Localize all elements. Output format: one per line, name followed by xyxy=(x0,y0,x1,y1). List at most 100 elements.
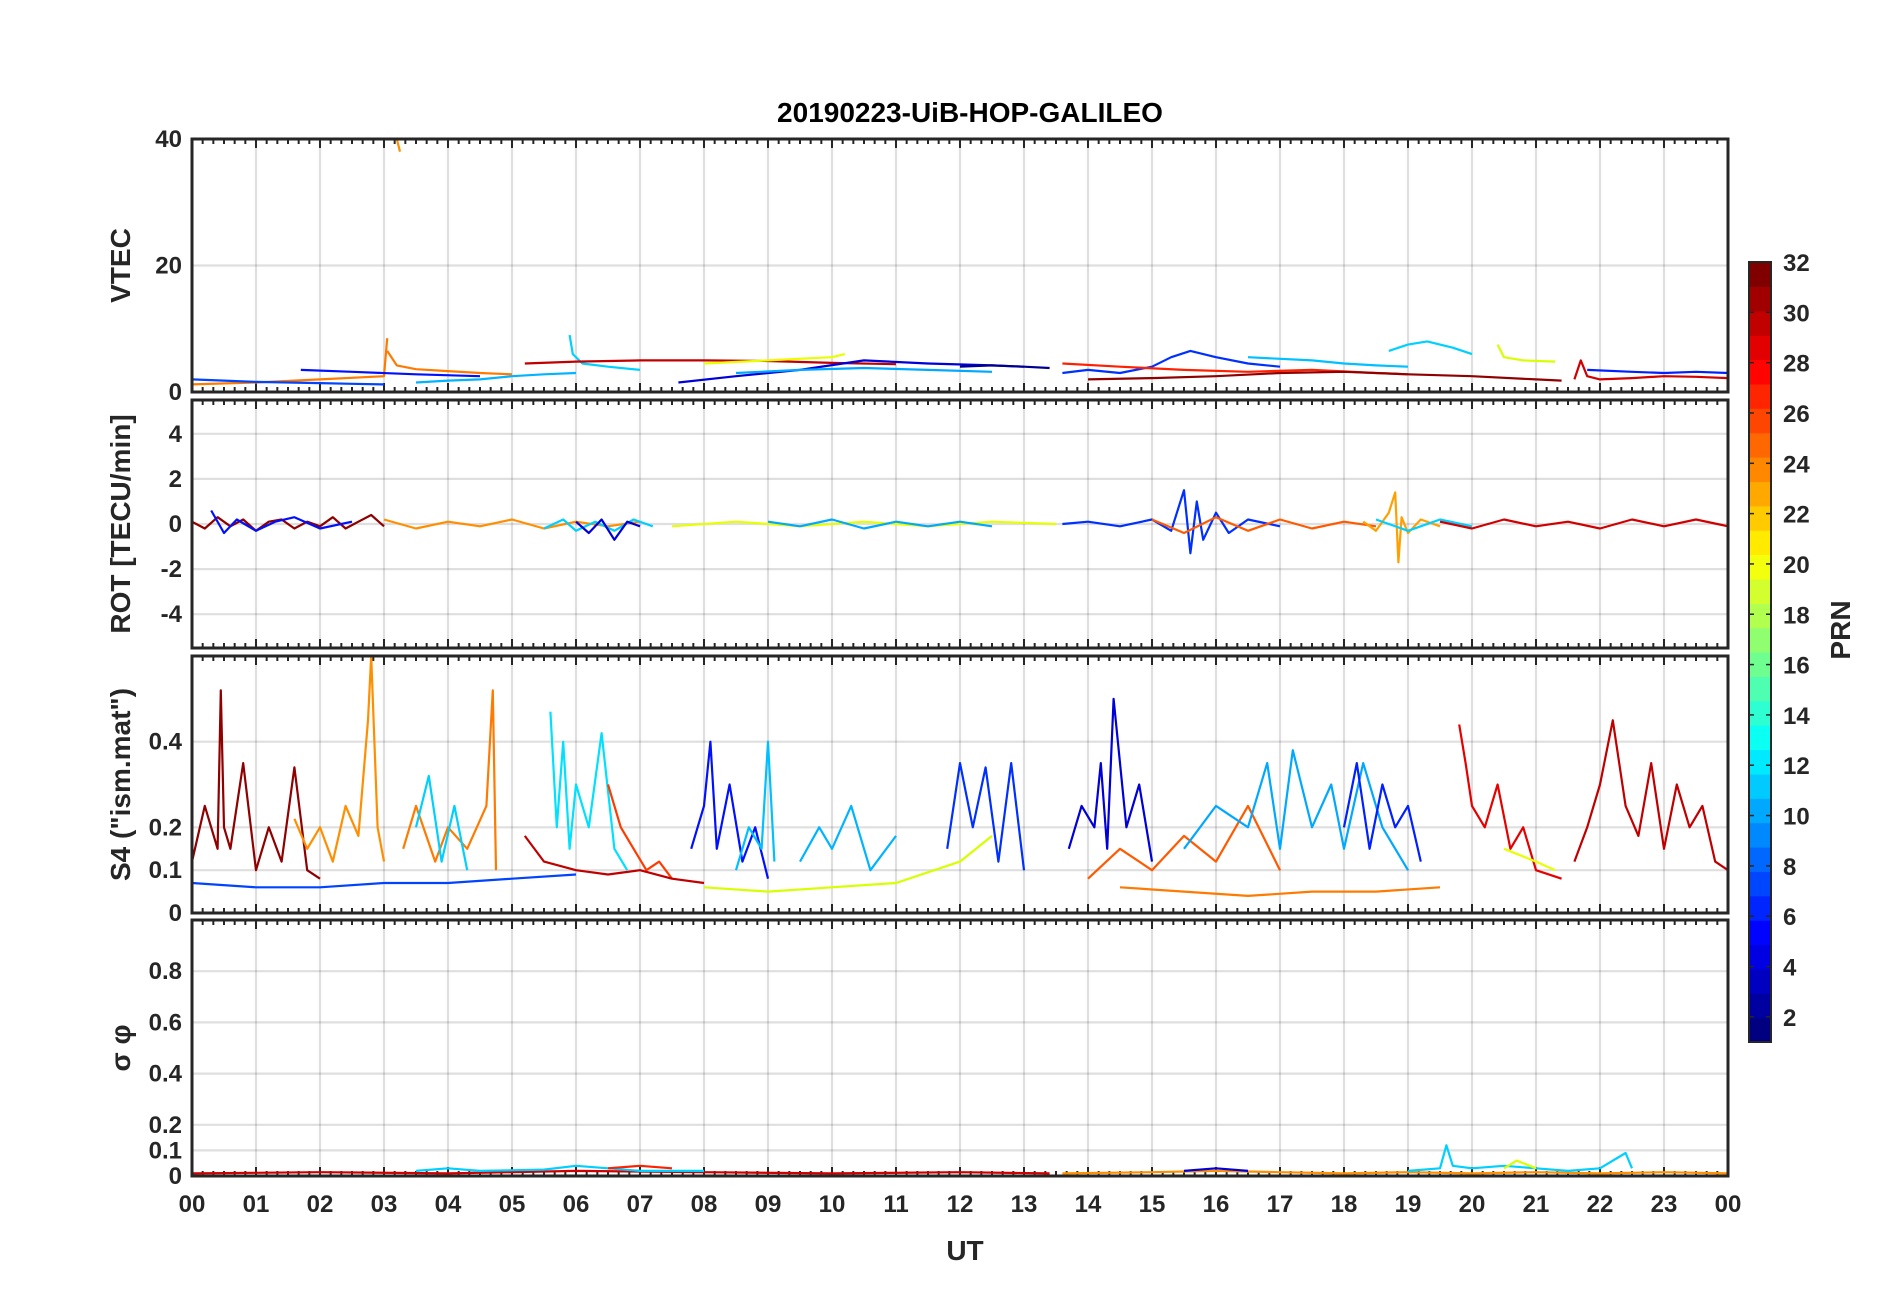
colorbar-segment xyxy=(1749,286,1771,312)
series-line-prn-9 xyxy=(735,366,993,375)
series-line-prn-3 xyxy=(210,509,353,535)
y-tick-label: 4 xyxy=(169,421,183,448)
series-line-prn-26 xyxy=(1151,516,1377,535)
y-tick-label: 0.6 xyxy=(149,1009,182,1036)
series-line-prn-10 xyxy=(415,371,577,384)
x-tick-label: 05 xyxy=(499,1191,526,1218)
colorbar-segment xyxy=(1749,944,1771,970)
series-line-prn-12 xyxy=(1375,518,1473,532)
colorbar-segment xyxy=(1749,578,1771,604)
series-line-prn-20 xyxy=(1503,847,1556,872)
colorbar-segment xyxy=(1749,700,1771,726)
series-line-prn-5 xyxy=(1062,489,1281,555)
x-tick-label: 00 xyxy=(179,1191,206,1218)
series-line-prn-6 xyxy=(192,873,577,889)
colorbar-tick-label: 4 xyxy=(1783,955,1797,982)
series-line-prn-25 xyxy=(386,350,513,376)
x-axis-label: UT xyxy=(946,1235,983,1266)
x-tick-label: 10 xyxy=(819,1191,846,1218)
series-line-prn-12 xyxy=(568,334,641,371)
colorbar-tick-label: 12 xyxy=(1783,753,1810,780)
chart-title: 20190223-UiB-HOP-GALILEO xyxy=(777,97,1163,128)
x-tick-label: 03 xyxy=(371,1191,398,1218)
colorbar-tick-label: 26 xyxy=(1783,401,1810,428)
series-line-prn-25 xyxy=(1119,886,1441,898)
series-line-prn-13 xyxy=(549,711,629,871)
series-line-prn-28 xyxy=(607,1164,673,1170)
panel-2: -4 -2 0 2 4 ROT [TECU/min] xyxy=(105,398,1730,650)
series-line-prn-24 xyxy=(395,139,402,152)
panel-frame xyxy=(190,654,1730,915)
series-line-prn-4 xyxy=(1342,761,1422,862)
colorbar-tick-label: 22 xyxy=(1783,502,1810,529)
colorbar-segment xyxy=(1749,1017,1771,1043)
series-line-prn-2 xyxy=(1067,697,1154,862)
colorbar-segment xyxy=(1749,627,1771,653)
series-line-prn-20 xyxy=(671,520,1057,528)
x-tick-label: 08 xyxy=(691,1191,718,1218)
y-tick-label: 20 xyxy=(155,253,182,280)
colorbar-segment xyxy=(1749,847,1771,872)
x-tick-label: 00 xyxy=(1715,1191,1742,1218)
panel-frame xyxy=(190,137,1730,394)
series-line-prn-9 xyxy=(767,518,993,530)
x-tick-label: 16 xyxy=(1203,1191,1230,1218)
x-tick-label: 02 xyxy=(307,1191,334,1218)
y-tick-label: 0.8 xyxy=(149,958,182,985)
series-line-prn-6 xyxy=(192,378,385,386)
series-group xyxy=(192,489,1728,564)
colorbar-segment xyxy=(1749,676,1771,702)
series-line-prn-2 xyxy=(575,518,641,541)
series-line-prn-25 xyxy=(192,338,389,386)
colorbar-tick-label: 18 xyxy=(1783,602,1810,629)
series-line-prn-12 xyxy=(543,518,654,532)
series-line-prn-12 xyxy=(1388,340,1473,356)
series-line-prn-32 xyxy=(192,513,385,532)
colorbar-segment xyxy=(1749,335,1771,361)
panel-3: 0 0.1 0.2 0.4 S4 ("ism.mat") xyxy=(105,654,1730,927)
x-tick-label: 18 xyxy=(1331,1191,1358,1218)
series-line-prn-12 xyxy=(1407,1144,1634,1173)
series-line-prn-20 xyxy=(703,353,846,365)
colorbar-segment xyxy=(1749,920,1771,946)
series-line-prn-30 xyxy=(1573,359,1728,381)
colorbar-segment xyxy=(1749,432,1771,458)
colorbar-segment xyxy=(1749,773,1771,799)
series-line-prn-3 xyxy=(300,368,481,378)
x-tick-label: 19 xyxy=(1395,1191,1422,1218)
y-tick-label: 0 xyxy=(169,900,182,927)
series-line-prn-30 xyxy=(1439,518,1728,530)
series-line-prn-32 xyxy=(192,689,321,880)
colorbar-segment xyxy=(1749,871,1771,897)
colorbar-segment xyxy=(1749,968,1771,994)
colorbar-segment xyxy=(1749,652,1771,677)
series-line-prn-24 xyxy=(1062,1169,1728,1175)
colorbar-tick-label: 2 xyxy=(1783,1005,1796,1032)
x-tick-label: 20 xyxy=(1459,1191,1486,1218)
x-tick-label: 13 xyxy=(1011,1191,1038,1218)
y-tick-label: -2 xyxy=(161,556,182,583)
x-tick-label: 09 xyxy=(755,1191,782,1218)
series-line-prn-32 xyxy=(1087,370,1562,382)
colorbar-tick-label: 14 xyxy=(1783,703,1810,730)
colorbar-tick-label: 8 xyxy=(1783,854,1796,881)
series-line-prn-19 xyxy=(1503,1159,1537,1170)
series-line-prn-24 xyxy=(293,656,386,863)
colorbar-segment xyxy=(1749,481,1771,507)
x-axis: 00 01 02 03 04 05 06 07 08 09 10 11 12 13 14 15 16 17 18 19… xyxy=(179,1191,1742,1218)
series-line-prn-29 xyxy=(1458,724,1562,880)
x-tick-label: 04 xyxy=(435,1191,462,1218)
y-axis-label: VTEC xyxy=(105,228,136,303)
y-tick-label: 0.1 xyxy=(149,1137,182,1164)
series-line-prn-23 xyxy=(1362,491,1441,564)
colorbar-segment xyxy=(1749,310,1771,336)
x-tick-label: 11 xyxy=(883,1191,908,1218)
x-tick-label: 15 xyxy=(1139,1191,1166,1218)
y-axis-label: ROT [TECU/min] xyxy=(105,414,136,633)
series-line-prn-4 xyxy=(1587,368,1728,375)
series-line-prn-31 xyxy=(523,835,705,885)
x-tick-label: 21 xyxy=(1523,1191,1550,1218)
panel-frame xyxy=(190,398,1730,650)
series-line-prn-9 xyxy=(1183,749,1409,871)
